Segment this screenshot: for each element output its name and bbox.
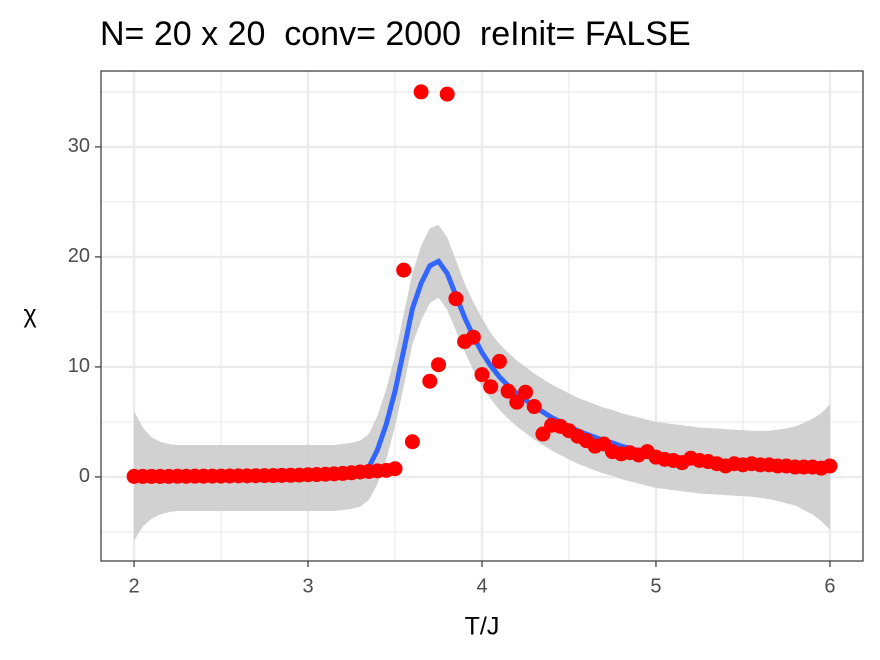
x-tick-label: 3 (302, 575, 313, 597)
x-tick-label: 6 (824, 575, 835, 597)
data-point (526, 399, 542, 415)
data-point (413, 84, 429, 100)
y-tick-label: 0 (79, 465, 90, 487)
chart-title: N= 20 x 20 conv= 2000 reInit= FALSE (100, 15, 691, 53)
panel-border (100, 70, 864, 562)
data-point (465, 329, 481, 345)
data-point (387, 461, 403, 477)
y-tick-label: 30 (68, 135, 90, 157)
data-point (396, 262, 412, 278)
x-tick-label: 5 (650, 575, 661, 597)
x-axis-title: T/J (465, 613, 500, 641)
data-point (822, 458, 838, 474)
y-axis-title: χ (23, 301, 36, 329)
data-point (483, 379, 499, 395)
data-point (404, 434, 420, 450)
data-point (422, 373, 438, 389)
data-point (517, 384, 533, 400)
data-point (474, 367, 490, 383)
data-point (439, 86, 455, 102)
x-tick-label: 2 (128, 575, 139, 597)
y-tick-label: 20 (68, 245, 90, 267)
data-point (431, 357, 447, 373)
y-tick-label: 10 (68, 355, 90, 377)
data-point (448, 291, 464, 307)
data-point (509, 394, 525, 410)
x-tick-label: 4 (476, 575, 487, 597)
data-point (491, 353, 507, 369)
data-point (500, 383, 516, 399)
